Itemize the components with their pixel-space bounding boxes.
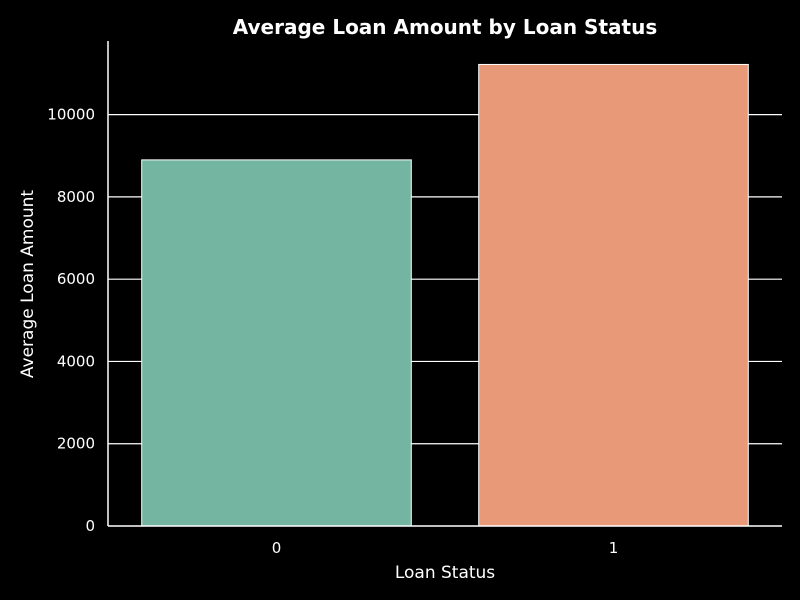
y-tick-label: 8000 bbox=[57, 188, 95, 206]
x-axis-label: Loan Status bbox=[395, 563, 495, 583]
y-tick-label: 4000 bbox=[57, 352, 95, 370]
y-tick-label: 0 bbox=[85, 517, 95, 535]
x-tick-label: 0 bbox=[272, 539, 282, 557]
y-tick-label: 10000 bbox=[47, 106, 95, 124]
bar-loan-status-0 bbox=[141, 159, 412, 527]
y-tick-label: 6000 bbox=[57, 270, 95, 288]
x-tick-label: 1 bbox=[609, 539, 619, 557]
bars bbox=[141, 63, 749, 527]
y-axis-label: Average Loan Amount bbox=[18, 190, 38, 379]
y-ticks: 0 2000 4000 6000 8000 10000 bbox=[47, 106, 95, 535]
chart-title: Average Loan Amount by Loan Status bbox=[233, 15, 657, 39]
y-tick-label: 2000 bbox=[57, 435, 95, 453]
bar-loan-status-1 bbox=[478, 63, 749, 527]
